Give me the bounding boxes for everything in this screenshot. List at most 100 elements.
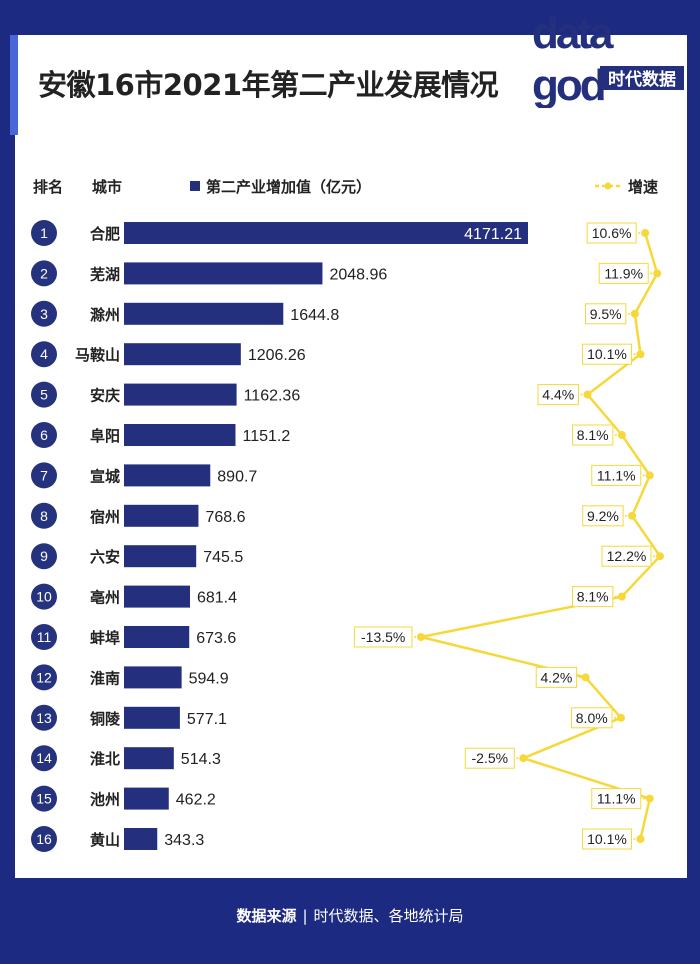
bar-value-label: 745.5 xyxy=(203,549,243,566)
legend-bar-swatch xyxy=(190,181,200,191)
city-label: 宣城 xyxy=(90,467,120,485)
growth-label: 11.1% xyxy=(597,791,636,807)
growth-label: 10.6% xyxy=(592,225,632,241)
bar xyxy=(124,343,241,366)
growth-label-box xyxy=(537,384,579,406)
city-label: 宿州 xyxy=(90,508,120,526)
bar-value-label: 768.6 xyxy=(205,509,245,526)
rank-number: 1 xyxy=(40,225,48,241)
rank-badge xyxy=(31,381,57,408)
growth-label-box xyxy=(571,586,614,608)
logo-tag-text: 时代数据 xyxy=(608,69,676,90)
rank-number: 10 xyxy=(36,589,52,605)
city-label: 安庆 xyxy=(90,387,120,405)
bar-value-label: 4171.21 xyxy=(464,226,522,243)
legend-bar-label: 第二产业增加值（亿元） xyxy=(206,178,372,196)
rank-badge xyxy=(31,260,57,287)
growth-point xyxy=(628,511,637,520)
city-label: 亳州 xyxy=(90,589,120,607)
growth-label-box xyxy=(598,262,649,284)
growth-point xyxy=(581,673,590,682)
rank-number: 13 xyxy=(36,710,52,726)
header-rank: 排名 xyxy=(33,178,64,196)
logo-god-text: god xyxy=(532,61,604,108)
city-label: 阜阳 xyxy=(90,427,120,445)
rank-number: 9 xyxy=(40,548,48,564)
bar-value-label: 1206.26 xyxy=(248,347,306,364)
rank-number: 6 xyxy=(40,427,48,443)
rank-badge xyxy=(31,664,57,691)
bar-value-label: 681.4 xyxy=(197,590,237,607)
bar-value-label: 1644.8 xyxy=(290,307,339,324)
growth-label-box xyxy=(591,788,642,810)
bar-value-label: 577.1 xyxy=(187,711,227,728)
growth-label-box xyxy=(591,464,642,486)
bar xyxy=(124,545,197,568)
rank-badge xyxy=(31,300,57,327)
bar-value-label: 594.9 xyxy=(189,670,229,687)
growth-label: 12.2% xyxy=(607,548,647,564)
city-label: 淮南 xyxy=(90,669,120,687)
growth-label: 11.1% xyxy=(597,467,636,483)
footer-separator: | xyxy=(302,907,308,925)
city-label: 淮北 xyxy=(90,750,120,768)
bar xyxy=(124,828,158,850)
legend-line-swatch xyxy=(595,182,621,190)
growth-label: 8.1% xyxy=(577,427,609,443)
growth-label: 4.4% xyxy=(542,387,574,403)
bar xyxy=(124,464,211,487)
rank-number: 4 xyxy=(40,346,48,362)
growth-point xyxy=(617,431,626,439)
bar xyxy=(124,787,169,810)
growth-point xyxy=(417,633,425,641)
bar xyxy=(124,383,237,406)
growth-point xyxy=(519,754,528,763)
growth-label: 4.2% xyxy=(540,669,572,685)
city-label: 蚌埠 xyxy=(90,629,120,647)
growth-point xyxy=(617,592,626,601)
rank-number: 2 xyxy=(40,265,48,281)
bar xyxy=(124,262,323,285)
bar-value-label: 343.3 xyxy=(164,832,204,849)
growth-point xyxy=(656,552,664,561)
rank-number: 14 xyxy=(36,750,52,766)
growth-label: -13.5% xyxy=(361,629,405,645)
growth-point xyxy=(636,835,645,843)
rank-number: 15 xyxy=(36,791,52,807)
growth-label-box xyxy=(586,222,637,244)
rank-badge xyxy=(31,745,57,772)
bar xyxy=(124,747,174,770)
rank-number: 8 xyxy=(40,508,48,524)
city-label: 铜陵 xyxy=(90,710,121,728)
rank-badge xyxy=(31,462,57,489)
rank-badge xyxy=(31,704,57,731)
growth-line xyxy=(419,232,662,840)
growth-label: 8.0% xyxy=(576,710,608,726)
growth-label-box xyxy=(571,424,614,446)
growth-label-box xyxy=(571,707,613,729)
growth-label-box xyxy=(581,828,632,850)
growth-point xyxy=(645,794,654,803)
city-label: 滁州 xyxy=(90,306,120,324)
datagod-logo: data god 时代数据 xyxy=(532,9,684,108)
rank-number: 5 xyxy=(40,387,48,403)
header-city: 城市 xyxy=(92,178,123,196)
rank-badge xyxy=(31,502,57,529)
growth-label: 8.1% xyxy=(577,589,609,605)
growth-label-box xyxy=(464,747,515,769)
bar-value-label: 890.7 xyxy=(217,468,257,485)
logo-data-text: data xyxy=(532,9,614,58)
city-label: 六安 xyxy=(90,548,120,566)
city-label: 马鞍山 xyxy=(75,346,120,364)
growth-label-box xyxy=(535,666,578,688)
growth-label: 10.1% xyxy=(587,831,627,847)
logo-tag-bg xyxy=(600,66,684,90)
footer-source-label: 数据来源 xyxy=(236,907,297,925)
bar xyxy=(124,706,180,729)
rank-number: 12 xyxy=(36,669,52,685)
rank-badge xyxy=(31,785,57,812)
growth-label-box xyxy=(582,505,624,527)
bar-value-label: 1151.2 xyxy=(242,428,290,445)
growth-label: 10.1% xyxy=(587,346,627,362)
